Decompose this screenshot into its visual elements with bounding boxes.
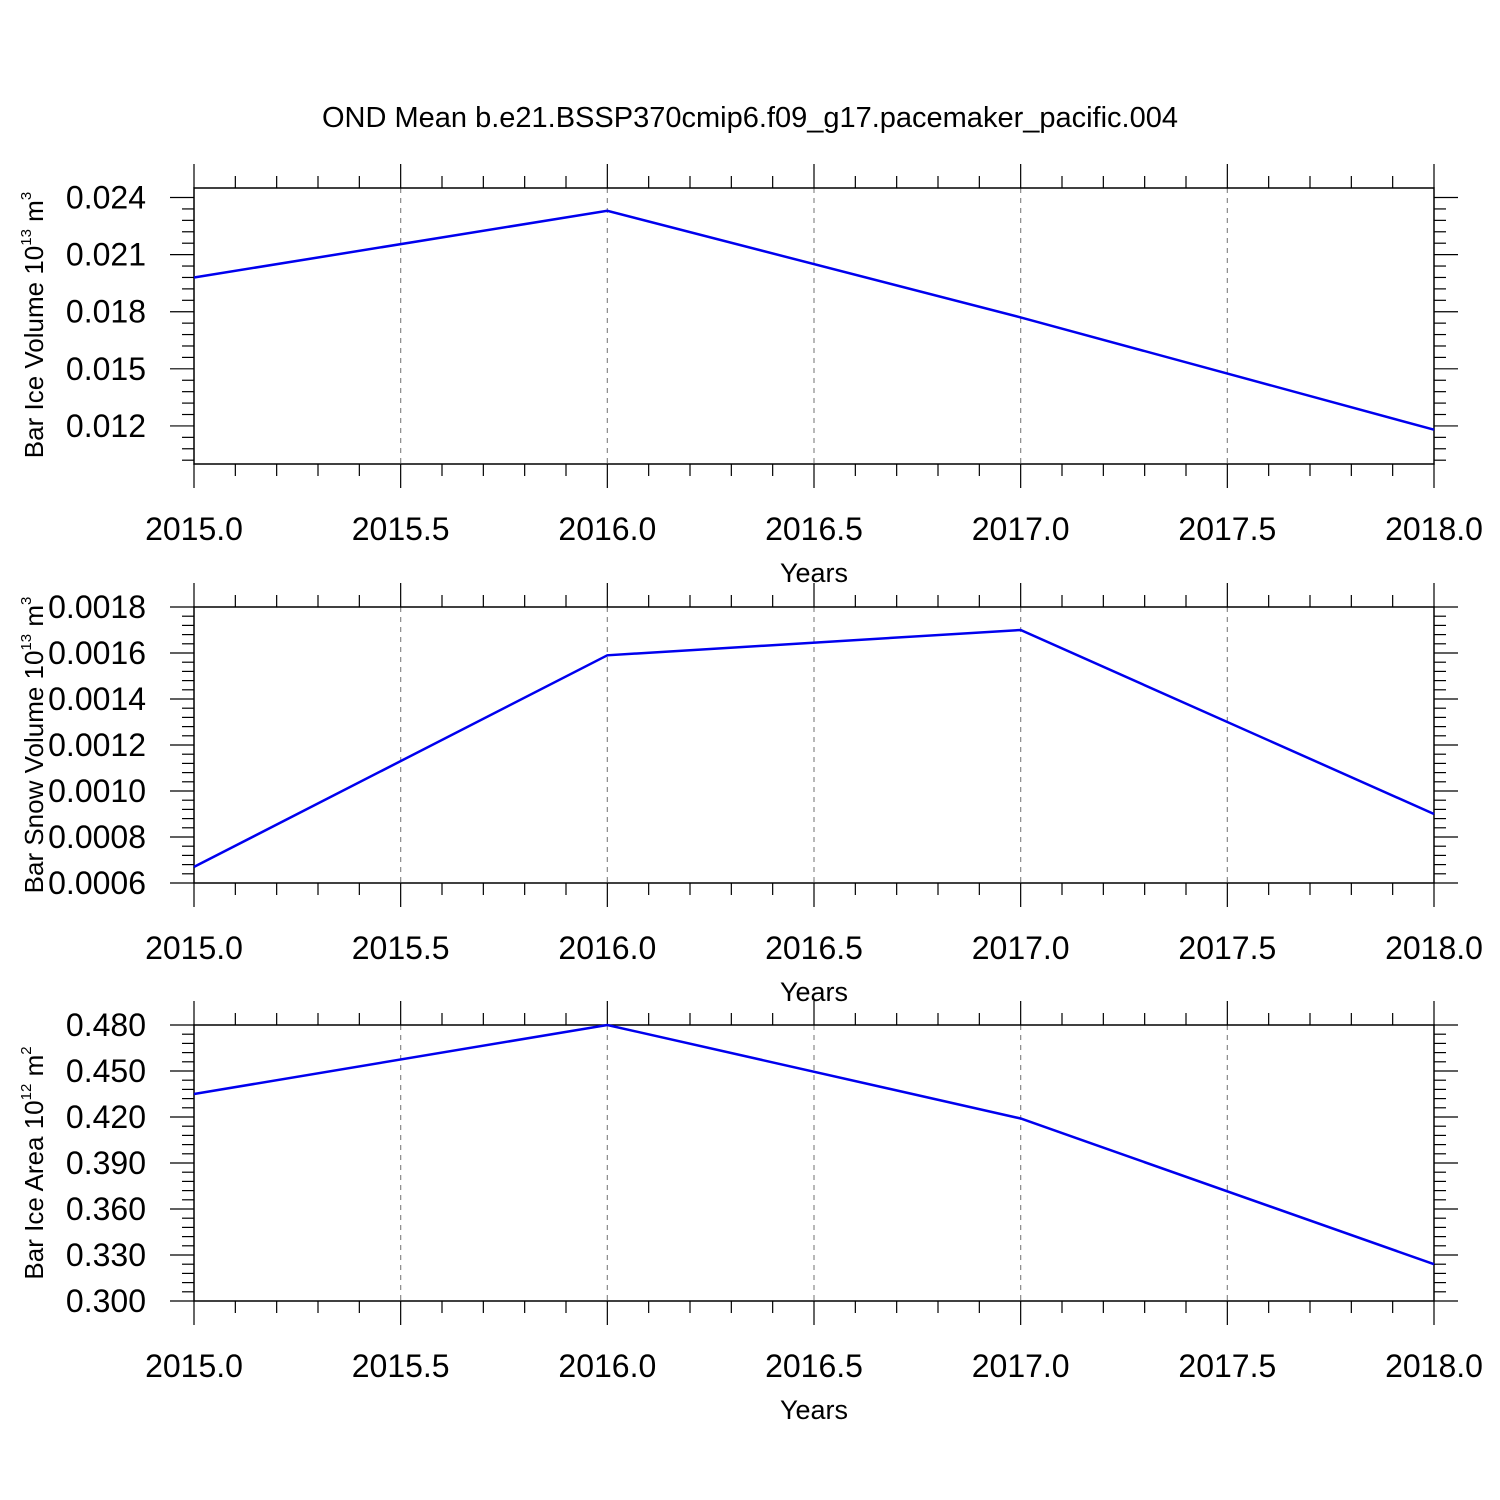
x-tick-label: 2015.0 — [145, 930, 243, 966]
x-tick-label: 2017.5 — [1178, 511, 1276, 547]
y-tick-label: 0.360 — [66, 1191, 146, 1227]
y-axis-label-unit-exponent: 3 — [18, 597, 35, 605]
x-tick-label: 2016.0 — [558, 511, 656, 547]
y-axis-label: Bar Ice Area 1012 m2 — [18, 1046, 49, 1279]
y-axis-label-text: Bar Ice Area 10 — [19, 1100, 49, 1279]
y-axis-label-text: Bar Snow Volume 10 — [19, 651, 49, 894]
x-tick-label: 2016.0 — [558, 930, 656, 966]
y-tick-label: 0.420 — [66, 1099, 146, 1135]
x-tick-label: 2016.5 — [765, 1348, 863, 1384]
panel-3: 2015.0 2015.5 2016.0 2016.5 2017.0 2017.5 2018… — [18, 1001, 1483, 1425]
y-axis-label-unit-exponent: 2 — [18, 1046, 35, 1054]
panel-2: 2015.0 2015.5 2016.0 2016.5 2017.0 2017.5 2018… — [18, 583, 1483, 1007]
series-line — [193, 209, 1435, 431]
x-axis-label: Years — [780, 1395, 848, 1425]
y-axis-label-exponent: 13 — [18, 229, 35, 246]
x-tick-label: 2017.5 — [1178, 930, 1276, 966]
x-tick-label: 2017.0 — [972, 930, 1070, 966]
x-tick-label: 2015.0 — [145, 1348, 243, 1384]
y-axis-label: Bar Ice Volume 1013 m3 — [18, 192, 49, 458]
y-tick-label: 0.330 — [66, 1237, 146, 1273]
series-line — [193, 628, 1435, 869]
x-tick-label: 2017.0 — [972, 1348, 1070, 1384]
y-tick-label: 0.015 — [66, 351, 146, 387]
y-tick-label: 0.0012 — [48, 727, 146, 763]
y-axis-label-exponent: 13 — [18, 634, 35, 651]
y-tick-label: 0.450 — [66, 1053, 146, 1089]
y-axis-label: Bar Snow Volume 1013 m3 — [18, 597, 49, 894]
y-tick-label: 0.021 — [66, 237, 146, 273]
x-tick-label: 2015.5 — [352, 1348, 450, 1384]
y-tick-label: 0.012 — [66, 408, 146, 444]
y-tick-label: 0.300 — [66, 1283, 146, 1319]
y-axis-label-unit-exponent: 3 — [18, 192, 35, 200]
y-axis-label-unit: m — [19, 605, 49, 634]
x-tick-label: 2018.0 — [1385, 1348, 1483, 1384]
y-tick-label: 0.0006 — [48, 865, 146, 901]
x-tick-label: 2018.0 — [1385, 930, 1483, 966]
y-axis-label-unit: m — [19, 1055, 49, 1084]
x-tick-label: 2016.5 — [765, 930, 863, 966]
y-tick-label: 0.0010 — [48, 773, 146, 809]
x-tick-label: 2016.0 — [558, 1348, 656, 1384]
x-tick-label: 2015.0 — [145, 511, 243, 547]
series-line — [193, 1023, 1435, 1266]
y-tick-label: 0.0014 — [48, 681, 146, 717]
y-axis-label-exponent: 12 — [18, 1084, 35, 1101]
y-tick-label: 0.024 — [66, 180, 146, 216]
x-tick-label: 2015.5 — [352, 930, 450, 966]
y-tick-label: 0.018 — [66, 294, 146, 330]
x-tick-label: 2017.0 — [972, 511, 1070, 547]
figure-title: OND Mean b.e21.BSSP370cmip6.f09_g17.pace… — [322, 102, 1178, 134]
y-axis-label-text: Bar Ice Volume 10 — [19, 246, 49, 458]
y-tick-label: 0.390 — [66, 1145, 146, 1181]
y-tick-label: 0.0016 — [48, 635, 146, 671]
y-tick-label: 0.0018 — [48, 589, 146, 625]
x-tick-label: 2018.0 — [1385, 511, 1483, 547]
x-tick-label: 2017.5 — [1178, 1348, 1276, 1384]
x-tick-label: 2016.5 — [765, 511, 863, 547]
y-tick-label: 0.0008 — [48, 819, 146, 855]
y-tick-label: 0.480 — [66, 1007, 146, 1043]
panel-1: 2015.0 2015.5 2016.0 2016.5 2017.0 2017.5 2018… — [18, 164, 1483, 588]
y-axis-label-unit: m — [19, 200, 49, 229]
x-tick-label: 2015.5 — [352, 511, 450, 547]
